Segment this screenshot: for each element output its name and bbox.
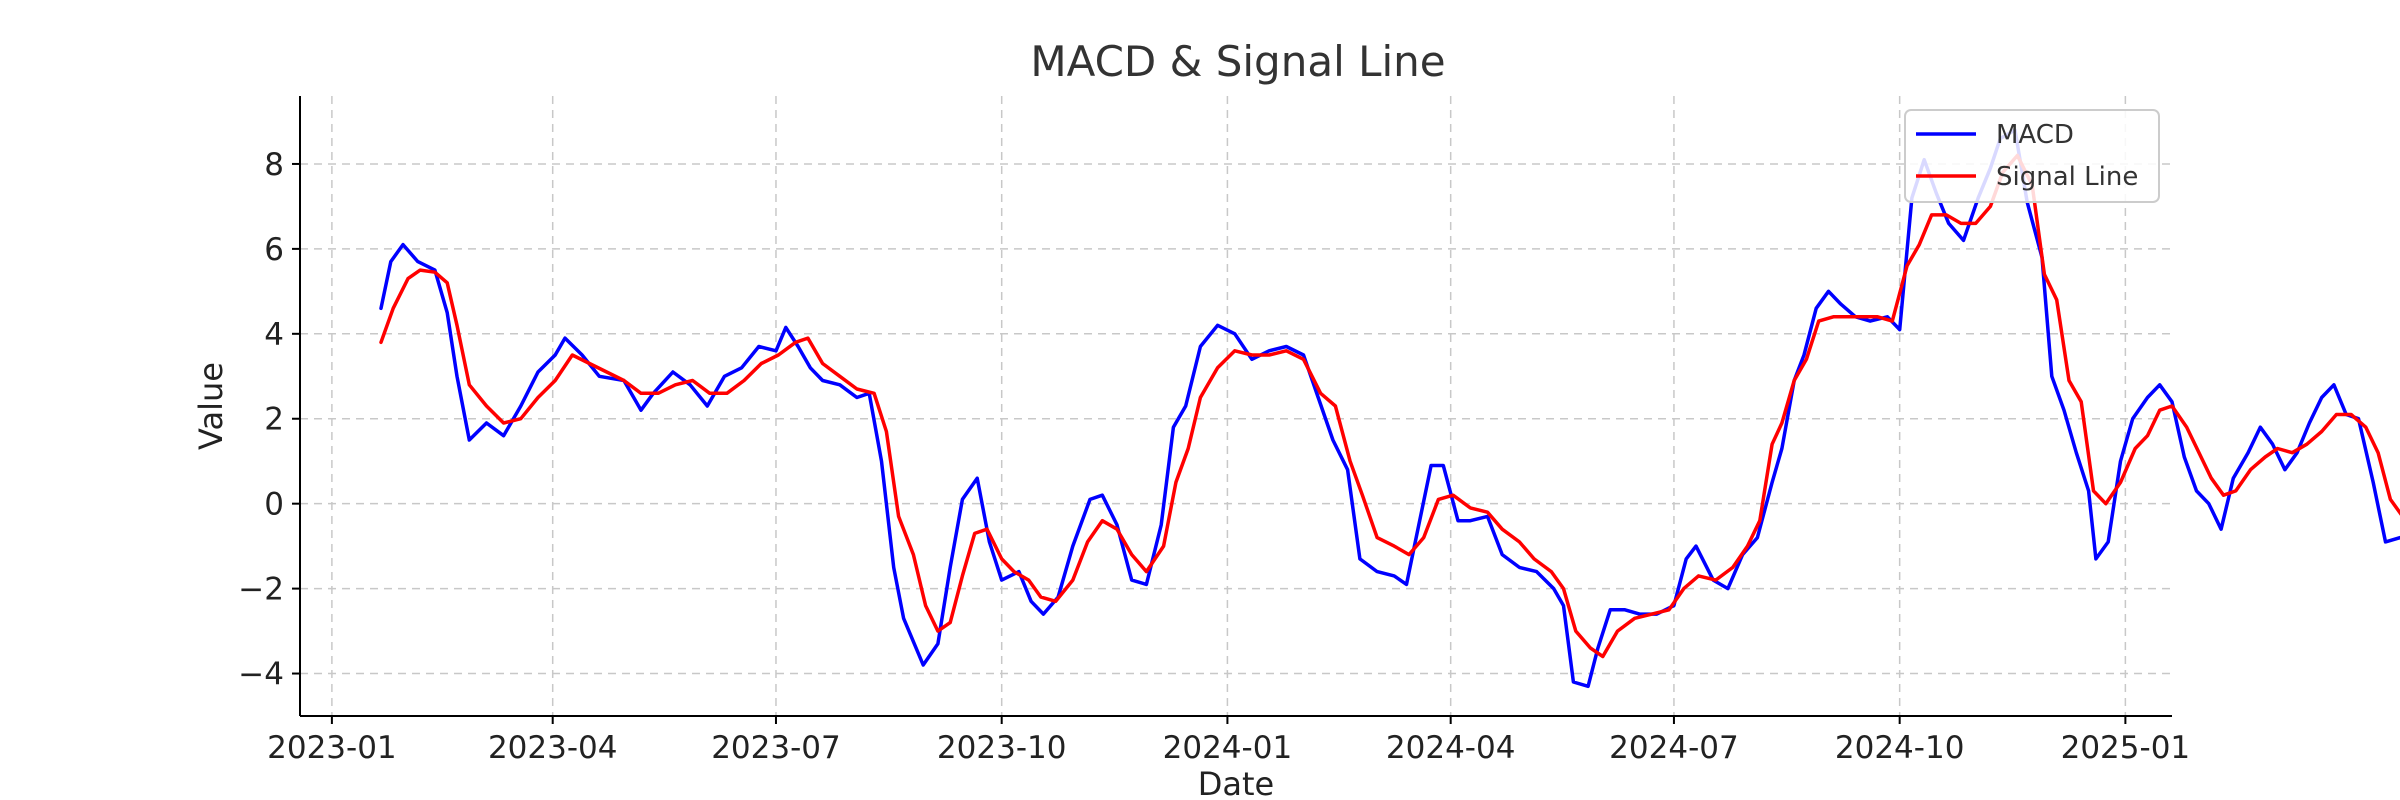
x-tick-label: 2023-10 xyxy=(937,730,1067,766)
y-axis-ticks: 8 6 4 2 0 −2 −4 xyxy=(238,147,300,693)
x-tick-label: 2025-01 xyxy=(2061,730,2191,766)
x-axis-ticks: 2023-01 2023-04 2023-07 2023-10 2024-01 2024-… xyxy=(267,716,2190,766)
y-tick-label: 2 xyxy=(264,402,284,438)
x-tick-label: 2023-04 xyxy=(488,730,618,766)
series-line-macd xyxy=(379,128,2400,689)
legend-label-macd: MACD xyxy=(1996,120,2074,150)
y-tick-label: 4 xyxy=(264,317,284,353)
series-layer xyxy=(379,128,2400,689)
x-tick-label: 2024-04 xyxy=(1386,730,1516,766)
x-axis-label: Date xyxy=(1198,765,1274,800)
chart-title: MACD & Signal Line xyxy=(1030,37,1445,86)
y-axis-label: Value xyxy=(192,362,230,450)
legend-label-signal-line: Signal Line xyxy=(1996,162,2138,192)
x-tick-label: 2023-07 xyxy=(711,730,841,766)
y-tick-label: −2 xyxy=(238,572,284,608)
axes-layer xyxy=(299,96,2172,717)
x-tick-label: 2023-01 xyxy=(267,730,397,766)
y-tick-label: 6 xyxy=(264,232,284,268)
legend: MACD Signal Line xyxy=(1904,109,2160,203)
grid-layer xyxy=(300,96,2172,716)
series-line-signal-line xyxy=(379,153,2400,659)
y-tick-label: −4 xyxy=(238,657,284,693)
y-tick-label: 8 xyxy=(264,147,284,183)
x-tick-label: 2024-10 xyxy=(1835,730,1965,766)
y-tick-label: 0 xyxy=(264,487,284,523)
x-tick-label: 2024-01 xyxy=(1163,730,1293,766)
x-tick-label: 2024-07 xyxy=(1609,730,1739,766)
